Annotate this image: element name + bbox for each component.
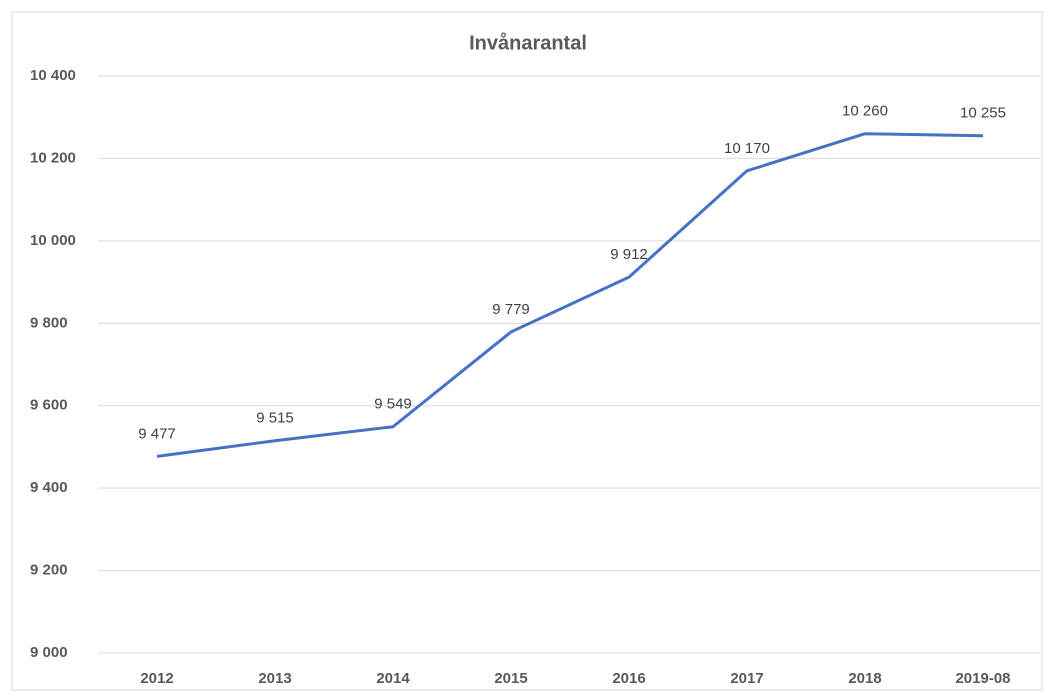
chart-frame — [11, 11, 1043, 691]
x-tick-label: 2014 — [376, 670, 410, 687]
y-tick-label: 10 400 — [30, 67, 76, 84]
x-tick-label: 2015 — [494, 670, 527, 687]
x-tick-label: 2012 — [140, 670, 173, 687]
x-tick-label: 2017 — [730, 670, 763, 687]
y-tick-label: 9 000 — [30, 644, 68, 661]
data-label: 9 549 — [374, 396, 412, 413]
chart-title: Invånarantal — [469, 31, 587, 54]
y-tick-label: 10 000 — [30, 232, 76, 249]
data-label: 10 255 — [960, 105, 1006, 122]
x-tick-label: 2019-08 — [955, 670, 1010, 687]
x-tick-label: 2018 — [848, 670, 881, 687]
x-tick-label: 2016 — [612, 670, 645, 687]
data-label: 10 170 — [724, 140, 770, 157]
data-label: 9 515 — [256, 410, 294, 427]
line-series — [156, 132, 984, 458]
y-tick-label: 10 200 — [30, 149, 76, 166]
data-label: 9 477 — [138, 425, 176, 442]
y-tick-label: 9 800 — [30, 314, 68, 331]
y-tick-label: 9 200 — [30, 562, 68, 579]
y-tick-label: 9 600 — [30, 397, 68, 414]
x-tick-label: 2013 — [258, 670, 291, 687]
data-label: 9 779 — [492, 301, 530, 318]
data-label: 10 260 — [842, 103, 888, 120]
data-label: 9 912 — [610, 246, 648, 263]
y-tick-label: 9 400 — [30, 479, 68, 496]
